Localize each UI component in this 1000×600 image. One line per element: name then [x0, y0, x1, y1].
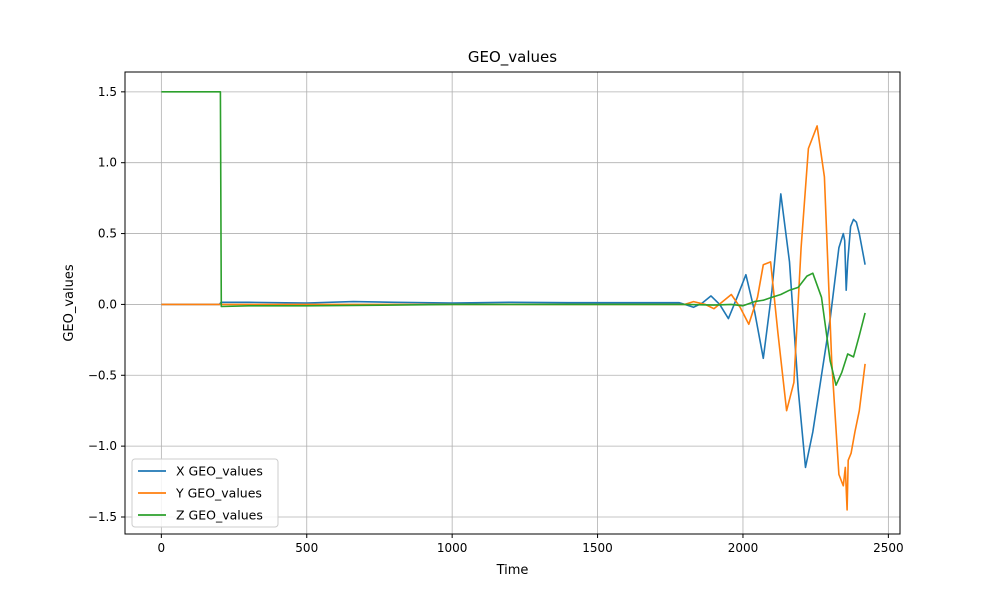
y-tick-label: 0.0 — [98, 297, 117, 311]
y-axis-label: GEO_values — [62, 264, 77, 342]
y-tick-label: 1.5 — [98, 85, 117, 99]
legend-label: Z GEO_values — [176, 508, 263, 523]
legend: X GEO_values Y GEO_values Z GEO_values — [131, 458, 279, 528]
x-tick-label: 1500 — [582, 541, 613, 555]
x-tick-label: 0 — [158, 541, 166, 555]
legend-box — [131, 458, 279, 528]
axes-frame — [124, 71, 901, 535]
legend-label: X GEO_values — [176, 464, 263, 479]
x-axis-label: Time — [496, 563, 529, 578]
y-axis-ticks: −1.5 −1.0 −0.5 0.0 0.5 1.0 1.5 — [88, 85, 125, 524]
series-line-z — [161, 91, 866, 387]
y-tick-label: 0.5 — [98, 227, 117, 241]
y-tick-label: −0.5 — [88, 368, 117, 382]
y-tick-label: 1.0 — [98, 156, 117, 170]
series-line-x — [161, 193, 866, 469]
chart-title: GEO_values — [468, 48, 557, 67]
legend-label: Y GEO_values — [175, 486, 262, 501]
y-tick-label: −1.5 — [88, 510, 117, 524]
x-tick-label: 500 — [295, 541, 318, 555]
series-lines — [161, 91, 866, 511]
x-axis-ticks: 0 500 1000 1500 2000 2500 — [158, 534, 904, 555]
x-tick-label: 1000 — [437, 541, 468, 555]
y-tick-label: −1.0 — [88, 439, 117, 453]
x-tick-label: 2500 — [873, 541, 904, 555]
x-tick-label: 2000 — [728, 541, 759, 555]
